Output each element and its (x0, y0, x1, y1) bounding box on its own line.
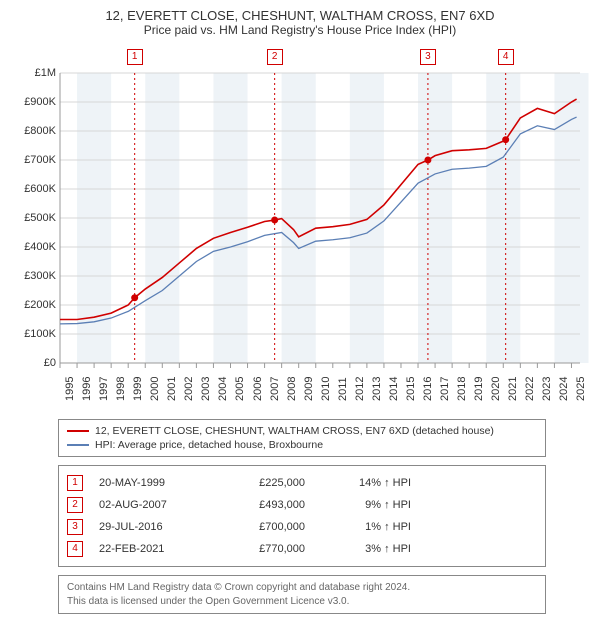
y-tick-label: £0 (8, 357, 56, 369)
x-tick-label: 1997 (98, 377, 110, 401)
x-tick-label: 2021 (507, 377, 519, 401)
x-tick-label: 2015 (405, 377, 417, 401)
event-price: £493,000 (225, 499, 305, 511)
event-marker-4: 4 (498, 49, 514, 65)
y-tick-label: £700K (8, 154, 56, 166)
event-delta: 3% ↑ HPI (321, 543, 411, 555)
event-marker-2: 2 (267, 49, 283, 65)
y-tick-label: £900K (8, 96, 56, 108)
y-tick-label: £400K (8, 241, 56, 253)
x-tick-label: 1998 (115, 377, 127, 401)
x-tick-label: 2014 (388, 377, 400, 401)
y-tick-label: £600K (8, 183, 56, 195)
x-tick-label: 2023 (541, 377, 553, 401)
event-delta: 1% ↑ HPI (321, 521, 411, 533)
legend-swatch (67, 444, 89, 446)
event-price: £770,000 (225, 543, 305, 555)
x-tick-label: 2002 (183, 377, 195, 401)
x-tick-label: 2018 (456, 377, 468, 401)
x-tick-label: 2025 (575, 377, 587, 401)
x-tick-label: 2019 (473, 377, 485, 401)
x-tick-label: 2001 (166, 377, 178, 401)
event-date: 22-FEB-2021 (99, 543, 209, 555)
event-row: 1 20-MAY-1999 £225,000 14% ↑ HPI (67, 472, 537, 494)
x-tick-label: 2000 (149, 377, 161, 401)
event-marker-4: 4 (67, 541, 83, 557)
y-tick-label: £100K (8, 328, 56, 340)
event-delta: 9% ↑ HPI (321, 499, 411, 511)
event-date: 20-MAY-1999 (99, 477, 209, 489)
legend-item: HPI: Average price, detached house, Brox… (67, 438, 537, 452)
chart-svg (8, 43, 592, 413)
y-tick-label: £500K (8, 212, 56, 224)
event-date: 29-JUL-2016 (99, 521, 209, 533)
x-tick-label: 1996 (81, 377, 93, 401)
event-delta: 14% ↑ HPI (321, 477, 411, 489)
footnote-line1: Contains HM Land Registry data © Crown c… (67, 581, 537, 595)
event-marker-1: 1 (67, 475, 83, 491)
x-tick-label: 2022 (524, 377, 536, 401)
x-tick-label: 2004 (217, 377, 229, 401)
y-tick-label: £1M (8, 67, 56, 79)
event-row: 2 02-AUG-2007 £493,000 9% ↑ HPI (67, 494, 537, 516)
x-tick-label: 2006 (252, 377, 264, 401)
x-tick-label: 2003 (200, 377, 212, 401)
x-tick-label: 2024 (558, 377, 570, 401)
x-tick-label: 2005 (234, 377, 246, 401)
x-tick-label: 2010 (320, 377, 332, 401)
x-tick-label: 2013 (371, 377, 383, 401)
x-tick-label: 1995 (64, 377, 76, 401)
event-date: 02-AUG-2007 (99, 499, 209, 511)
y-tick-label: £200K (8, 299, 56, 311)
event-marker-3: 3 (67, 519, 83, 535)
chart: £0 £100K £200K £300K £400K £500K £600K £700K £80… (8, 43, 592, 413)
legend-item: 12, EVERETT CLOSE, CHESHUNT, WALTHAM CRO… (67, 424, 537, 438)
x-tick-label: 2009 (303, 377, 315, 401)
legend-label: HPI: Average price, detached house, Brox… (95, 439, 323, 451)
footnote-line2: This data is licensed under the Open Gov… (67, 595, 537, 609)
x-tick-label: 2008 (286, 377, 298, 401)
legend-label: 12, EVERETT CLOSE, CHESHUNT, WALTHAM CRO… (95, 425, 494, 437)
x-tick-label: 2012 (354, 377, 366, 401)
x-tick-label: 2007 (269, 377, 281, 401)
x-tick-label: 2011 (337, 377, 349, 401)
event-marker-1: 1 (127, 49, 143, 65)
y-tick-label: £300K (8, 270, 56, 282)
chart-title-line1: 12, EVERETT CLOSE, CHESHUNT, WALTHAM CRO… (8, 8, 592, 23)
x-tick-label: 2016 (422, 377, 434, 401)
x-tick-label: 2017 (439, 377, 451, 401)
y-tick-label: £800K (8, 125, 56, 137)
legend-swatch (67, 430, 89, 432)
x-tick-label: 1999 (132, 377, 144, 401)
chart-title-line2: Price paid vs. HM Land Registry's House … (8, 23, 592, 37)
event-row: 4 22-FEB-2021 £770,000 3% ↑ HPI (67, 538, 537, 560)
events-table: 1 20-MAY-1999 £225,000 14% ↑ HPI 2 02-AUG-200… (58, 465, 546, 567)
footnote: Contains HM Land Registry data © Crown c… (58, 575, 546, 614)
event-marker-3: 3 (420, 49, 436, 65)
event-price: £225,000 (225, 477, 305, 489)
event-price: £700,000 (225, 521, 305, 533)
event-marker-2: 2 (67, 497, 83, 513)
x-tick-label: 2020 (490, 377, 502, 401)
event-row: 3 29-JUL-2016 £700,000 1% ↑ HPI (67, 516, 537, 538)
legend: 12, EVERETT CLOSE, CHESHUNT, WALTHAM CRO… (58, 419, 546, 457)
